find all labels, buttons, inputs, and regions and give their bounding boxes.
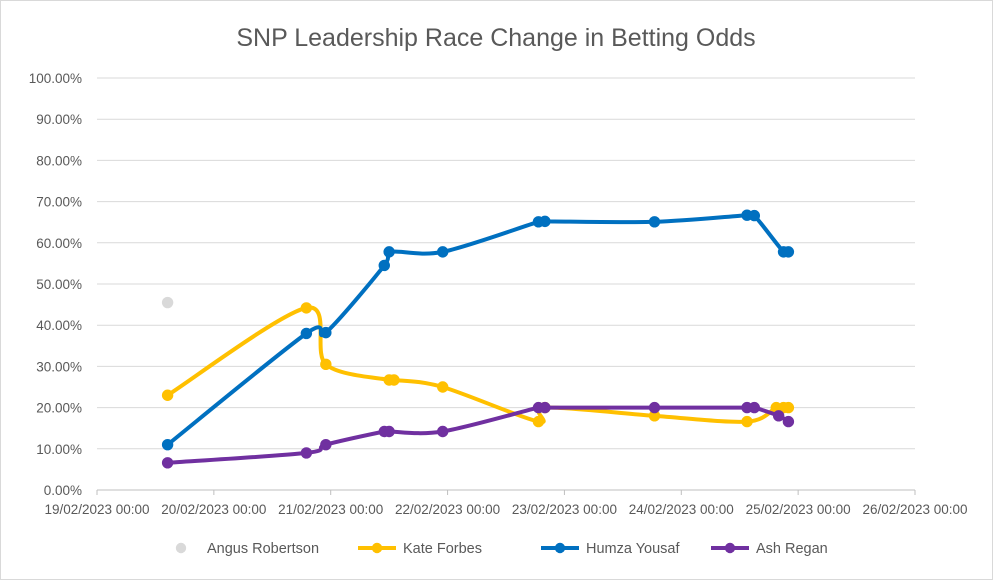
legend-swatch-marker (554, 542, 566, 554)
plot-series (161, 209, 795, 469)
legend-swatch-marker (175, 542, 187, 554)
data-point-humza-yousaf (748, 209, 761, 222)
data-point-humza-yousaf (437, 246, 449, 258)
x-tick-label: 23/02/2023 00:00 (512, 502, 617, 517)
x-tick-label: 21/02/2023 00:00 (278, 502, 383, 517)
x-tick-label: 19/02/2023 00:00 (44, 502, 149, 517)
legend-swatch-marker (371, 542, 383, 554)
legend-item-angus-robertson: Angus Robertson (175, 541, 319, 557)
data-point-ash-regan (539, 401, 551, 414)
legend-label: Ash Regan (756, 541, 828, 557)
legend: Angus Robertson Kate Forbes Humza Yousaf As… (175, 541, 828, 557)
legend-label: Humza Yousaf (586, 541, 680, 557)
data-point-angus-robertson (161, 296, 174, 309)
y-tick-label: 0.00% (44, 483, 82, 498)
y-tick-label: 20.00% (36, 401, 82, 416)
y-tick-label: 80.00% (36, 153, 82, 168)
data-point-kate-forbes (437, 381, 449, 393)
data-point-kate-forbes (532, 415, 545, 428)
legend-label: Kate Forbes (403, 541, 482, 557)
data-point-ash-regan (300, 447, 313, 459)
series-ash-regan (161, 401, 795, 469)
x-tick-label: 26/02/2023 00:00 (862, 502, 967, 517)
legend-item-humza-yousaf: Humza Yousaf (541, 541, 680, 557)
gridlines (97, 77, 915, 450)
data-point-ash-regan (383, 425, 395, 438)
axes: 0.00% 10.00% 20.00% 30.00% 40.00% 50.00% 60.00… (29, 71, 968, 517)
y-tick-label: 60.00% (36, 236, 82, 251)
data-point-humza-yousaf (539, 215, 551, 228)
x-tick-label: 25/02/2023 00:00 (746, 502, 851, 517)
legend-label: Angus Robertson (207, 541, 319, 557)
data-point-kate-forbes (388, 374, 400, 386)
y-tick-label: 90.00% (36, 112, 82, 127)
data-point-ash-regan (320, 438, 332, 451)
data-point-humza-yousaf (648, 216, 661, 228)
data-point-ash-regan (782, 415, 795, 428)
data-point-humza-yousaf (300, 327, 313, 340)
y-tick-label: 100.00% (29, 71, 82, 86)
series-angus-robertson (161, 296, 174, 309)
data-point-humza-yousaf (378, 259, 390, 272)
series-line-humza-yousaf (165, 210, 791, 447)
data-point-ash-regan (437, 425, 449, 438)
series-humza-yousaf (161, 209, 795, 451)
data-point-humza-yousaf (383, 246, 395, 258)
data-point-humza-yousaf (161, 438, 174, 451)
data-point-ash-regan (772, 410, 785, 422)
legend-item-kate-forbes: Kate Forbes (358, 541, 482, 557)
series-line-ash-regan (165, 403, 791, 465)
y-tick-label: 30.00% (36, 359, 82, 374)
x-tick-label: 20/02/2023 00:00 (161, 502, 266, 517)
y-tick-label: 10.00% (36, 442, 82, 457)
chart-title: SNP Leadership Race Change in Betting Od… (236, 24, 755, 52)
data-point-kate-forbes (741, 415, 753, 428)
legend-item-ash-regan: Ash Regan (711, 541, 828, 557)
data-point-humza-yousaf (782, 246, 795, 258)
data-point-humza-yousaf (320, 326, 332, 339)
data-point-kate-forbes (320, 358, 332, 371)
data-point-kate-forbes (300, 302, 313, 314)
y-tick-label: 70.00% (36, 195, 82, 210)
data-point-kate-forbes (161, 389, 174, 401)
y-tick-label: 40.00% (36, 318, 82, 333)
data-point-ash-regan (748, 401, 761, 414)
y-tick-label: 50.00% (36, 277, 82, 292)
data-point-ash-regan (648, 401, 661, 414)
x-tick-label: 22/02/2023 00:00 (395, 502, 500, 517)
legend-swatch-marker (724, 542, 736, 554)
x-tick-label: 24/02/2023 00:00 (629, 502, 734, 517)
data-point-kate-forbes (782, 401, 795, 414)
data-point-ash-regan (161, 457, 174, 469)
